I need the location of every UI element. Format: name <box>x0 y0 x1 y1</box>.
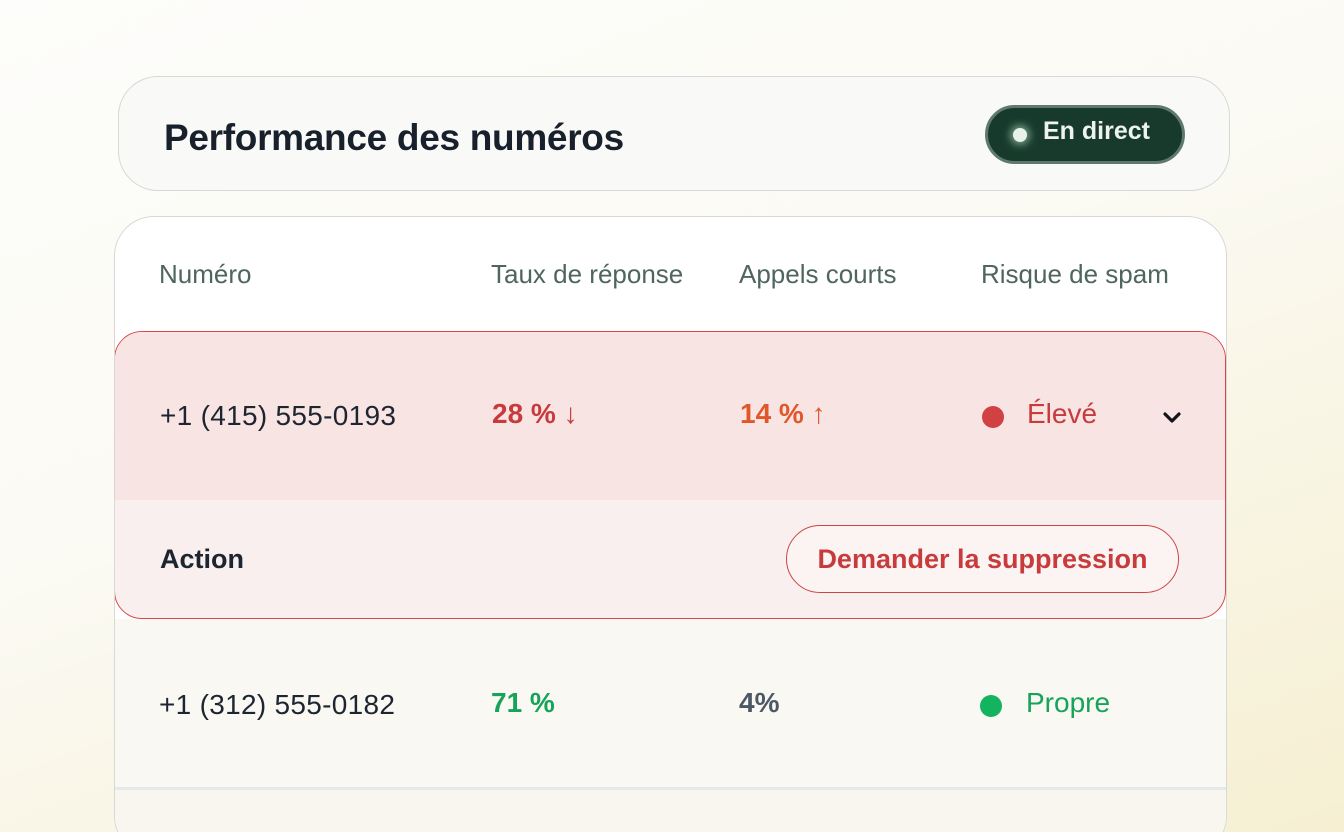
short-calls-value: 4% <box>739 687 780 718</box>
risk-clean-dot-icon <box>980 695 1002 717</box>
column-header-spam-risk: Risque de spam <box>981 259 1169 289</box>
table-row-summary[interactable]: +1 (415) 555-0193 28 % ↓ 14 % ↑ Élevé <box>115 332 1225 500</box>
live-badge: En direct <box>985 105 1185 164</box>
action-label: Action <box>160 544 244 574</box>
table-row-expanded[interactable]: +1 (415) 555-0193 28 % ↓ 14 % ↑ Élevé Ac… <box>115 331 1226 619</box>
phone-number: +1 (415) 555-0193 <box>160 400 397 431</box>
risk-high-dot-icon <box>982 406 1004 428</box>
live-dot-icon <box>1013 127 1027 142</box>
table-row[interactable] <box>115 790 1226 832</box>
chevron-down-icon[interactable] <box>1160 405 1184 429</box>
response-rate-value: 28 % ↓ <box>492 398 578 429</box>
spam-risk-value: Propre <box>1026 687 1111 718</box>
request-removal-button[interactable]: Demander la suppression <box>786 525 1179 593</box>
header-card: Performance des numéros En direct <box>118 76 1230 191</box>
phone-number: +1 (312) 555-0182 <box>159 689 396 720</box>
arrow-down-icon: ↓ <box>563 398 578 429</box>
numbers-table: Numéro Taux de réponse Appels courts Ris… <box>114 216 1227 832</box>
column-header-short-calls: Appels courts <box>739 259 897 289</box>
short-calls-value: 14 % ↑ <box>740 398 826 429</box>
arrow-up-icon: ↑ <box>811 398 826 429</box>
row-divider <box>115 787 1226 790</box>
spam-risk-value: Élevé <box>1027 398 1098 429</box>
table-row[interactable]: +1 (312) 555-0182 71 % 4% Propre <box>115 619 1226 789</box>
response-rate-value: 71 % <box>491 687 555 718</box>
column-header-number: Numéro <box>159 259 252 289</box>
column-header-response-rate: Taux de réponse <box>491 259 684 289</box>
page-title: Performance des numéros <box>164 117 624 158</box>
live-badge-label: En direct <box>1043 117 1150 145</box>
